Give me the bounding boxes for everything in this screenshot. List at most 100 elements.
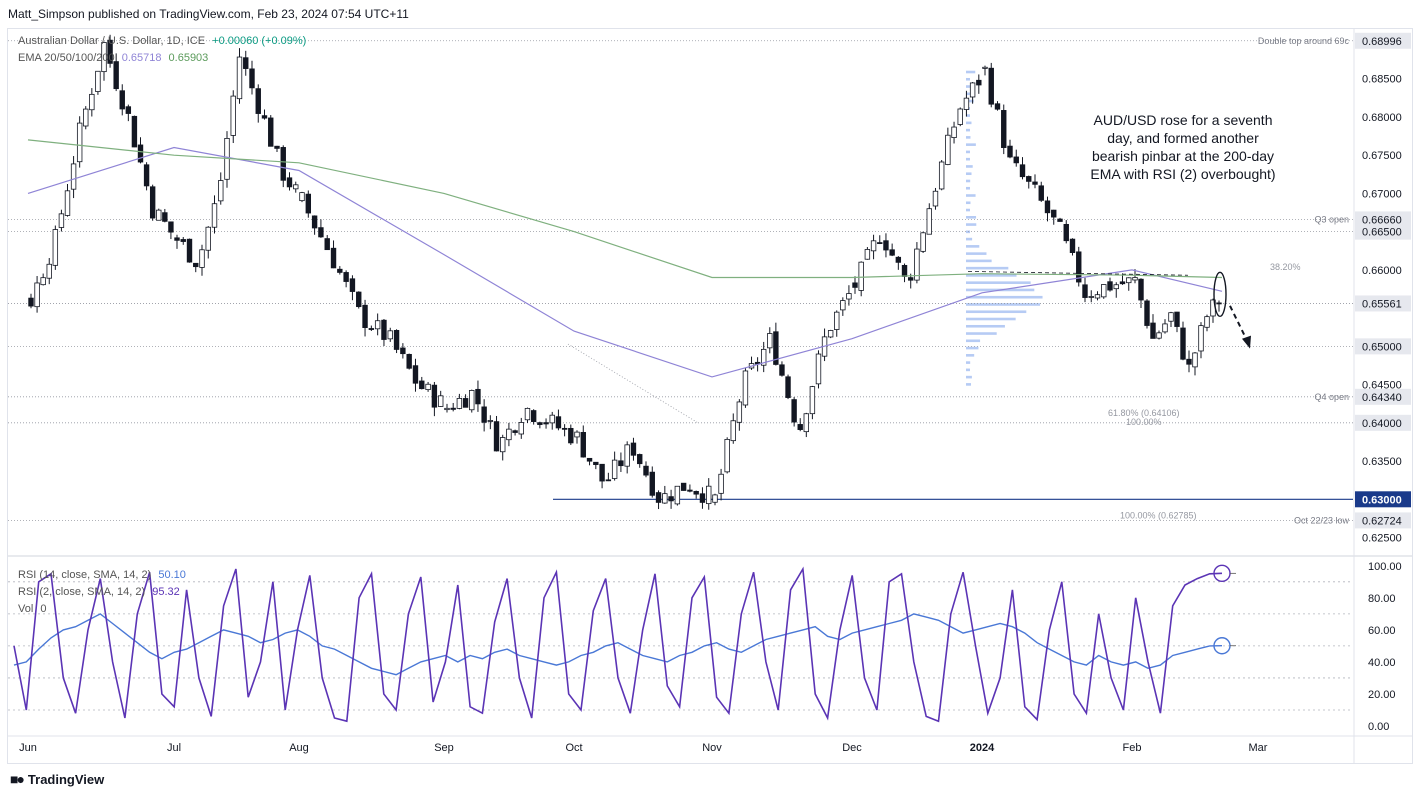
candle-body [809, 386, 816, 415]
pinbar-ellipse [1213, 271, 1227, 318]
candle-body [218, 180, 224, 202]
candle-body [119, 90, 125, 110]
price-tick-10: 0.63500 [1362, 456, 1402, 468]
candle-body [230, 95, 236, 136]
volume-profile-bar [966, 274, 1017, 277]
down-arrow-head [1242, 335, 1251, 349]
diagonal-dotted-line [567, 343, 699, 424]
price-badge-9 [1355, 414, 1411, 431]
candle-body [268, 117, 274, 147]
chart-svg[interactable]: Double top around 69c Q3 open Q4 open Oct 2… [8, 29, 1412, 763]
candle-body [815, 353, 822, 385]
price-badge-6 [1355, 295, 1411, 312]
vol-legend[interactable]: Vol 0 [18, 603, 46, 615]
candle-body [877, 242, 883, 244]
candle-body [901, 264, 908, 277]
candle-body [431, 384, 438, 408]
candle-body [487, 420, 494, 422]
rsi14-label: RSI (14, close, SMA, 14, 2) [18, 569, 152, 581]
candle-body [311, 215, 318, 229]
chart-frame[interactable]: Double top around 69c Q3 open Q4 open Oct 2… [7, 28, 1413, 764]
ema-legend[interactable]: EMA 20/50/100/200 0.65718 0.65903 [18, 52, 208, 64]
volume-profile-bar [966, 245, 980, 248]
rsi-tick-5: 0.00 [1368, 721, 1389, 733]
dashed-resistance-line [967, 271, 1189, 276]
rsi2-legend[interactable]: RSI (2, close, SMA, 14, 2) 95.32 [18, 586, 180, 598]
rsi2-label: RSI (2, close, SMA, 14, 2) [18, 586, 146, 598]
candle-body [1019, 164, 1026, 178]
symbol-title[interactable]: Australian Dollar / U.S. Dollar, 1D, ICE [18, 35, 206, 47]
volume-profile-bar [966, 339, 981, 343]
candle-body [668, 496, 674, 502]
level-label-0: Double top around 69c [1258, 36, 1350, 46]
candle-body [779, 364, 785, 376]
candle-body [211, 203, 218, 228]
annotation-line-0: AUD/USD rose for a seventh [1094, 112, 1273, 128]
volume-profile-bar [966, 136, 971, 139]
candle-body [976, 79, 982, 86]
candle-body [1126, 277, 1132, 284]
candle-body [305, 193, 312, 214]
ema-line-1 [27, 139, 1223, 279]
vol-label: Vol [18, 603, 34, 615]
rsi-tick-1: 80.00 [1368, 593, 1396, 605]
vol-value: 0 [40, 603, 47, 615]
price-tick-5: 0.66000 [1362, 265, 1402, 277]
candle-body [1032, 181, 1038, 185]
candle-body [693, 491, 699, 495]
candle-body [674, 485, 681, 505]
candle-body [994, 103, 1001, 110]
candle-body [374, 320, 381, 330]
rsi-tick-2: 60.00 [1368, 625, 1396, 637]
candle-body [149, 186, 156, 219]
fib-label-2: 100.00% [1126, 417, 1162, 427]
time-tick-3: Sep [434, 742, 454, 754]
candle-body [712, 494, 718, 503]
candle-body [1204, 316, 1210, 328]
volume-profile-bar [966, 266, 1009, 270]
time-tick-1: Jul [167, 742, 181, 754]
candle-body [462, 398, 469, 408]
rsi14-legend[interactable]: RSI (14, close, SMA, 14, 2) 50.10 [18, 569, 186, 581]
time-tick-2: Aug [289, 742, 309, 754]
candle-body [425, 383, 431, 391]
volume-profile-bar [966, 368, 970, 372]
candle-body [803, 413, 810, 433]
price-tick-6: 0.65561 [1362, 298, 1402, 310]
fib-label-3: 100.00% (0.62785) [1120, 510, 1197, 520]
volume-profile-bar [966, 332, 997, 335]
candle-body [437, 395, 444, 407]
volume-profile-bar [966, 194, 976, 197]
candle-body [131, 115, 138, 148]
candle-body [162, 212, 168, 222]
candle-body [168, 221, 174, 233]
candle-body [255, 88, 261, 114]
price-tick-16: 0.62724 [1362, 515, 1402, 527]
ema-line-0 [27, 146, 1223, 378]
candle-body [280, 147, 286, 181]
volume-profile-bar [966, 324, 1005, 328]
candle-body [1198, 325, 1204, 352]
tradingview-logo[interactable]: ■● TradingView [10, 771, 104, 787]
candle-body [193, 262, 199, 268]
candle-body [236, 56, 243, 100]
candle-body [549, 414, 555, 424]
price-tick-0: 0.68500 [1362, 74, 1402, 86]
candle-body [561, 427, 568, 430]
price-tick-11: 0.63000 [1362, 494, 1402, 506]
candle-body [286, 177, 293, 188]
candle-body [518, 422, 524, 435]
candle-body [64, 190, 71, 216]
candle-body [500, 437, 506, 453]
candle-body [530, 410, 537, 422]
candle-body [742, 370, 749, 406]
candle-body [895, 256, 902, 263]
candle-body [932, 190, 939, 207]
candle-body [1013, 156, 1019, 164]
price-tick-13: 0.68996 [1362, 36, 1402, 48]
candle-body [914, 248, 920, 281]
price-badge-13 [1355, 32, 1411, 49]
candle-body [83, 108, 89, 127]
candle-body [412, 365, 419, 384]
volume-profile-bar [966, 281, 1031, 284]
